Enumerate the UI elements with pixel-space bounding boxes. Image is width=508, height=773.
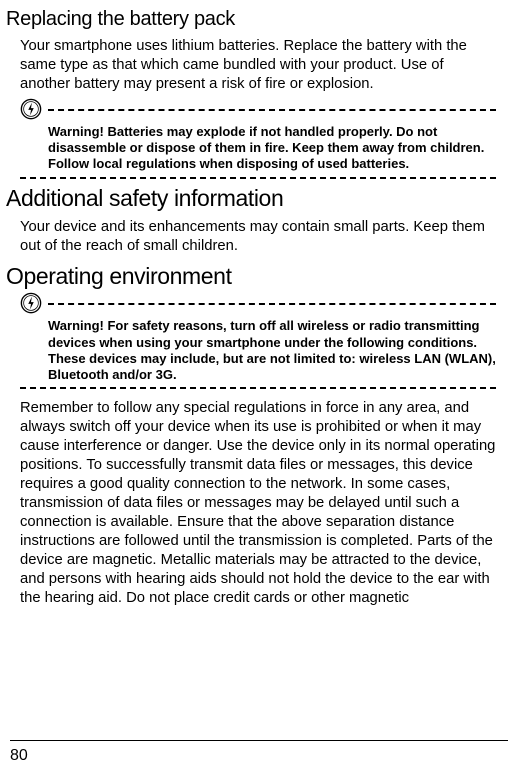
lightning-warning-icon (20, 292, 42, 314)
dashed-divider (20, 177, 496, 179)
body-operating-environment: Remember to follow any special regulatio… (20, 399, 496, 607)
dashed-divider (48, 109, 496, 111)
warning-block-wireless: Warning! For safety reasons, turn off al… (20, 296, 496, 389)
dashed-divider (48, 303, 496, 305)
page-number: 80 (10, 747, 28, 765)
warning-text-battery: Warning! Batteries may explode if not ha… (48, 124, 496, 173)
dashed-divider (20, 387, 496, 389)
footer-divider (10, 740, 508, 741)
heading-operating-environment: Operating environment (6, 263, 496, 290)
heading-replacing-battery: Replacing the battery pack (6, 8, 496, 31)
body-replacing-battery: Your smartphone uses lithium batteries. … (20, 37, 496, 94)
heading-additional-safety: Additional safety information (6, 185, 496, 212)
body-additional-safety: Your device and its enhancements may con… (20, 218, 496, 256)
lightning-warning-icon (20, 98, 42, 120)
warning-text-wireless: Warning! For safety reasons, turn off al… (48, 318, 496, 383)
warning-block-battery: Warning! Batteries may explode if not ha… (20, 102, 496, 179)
